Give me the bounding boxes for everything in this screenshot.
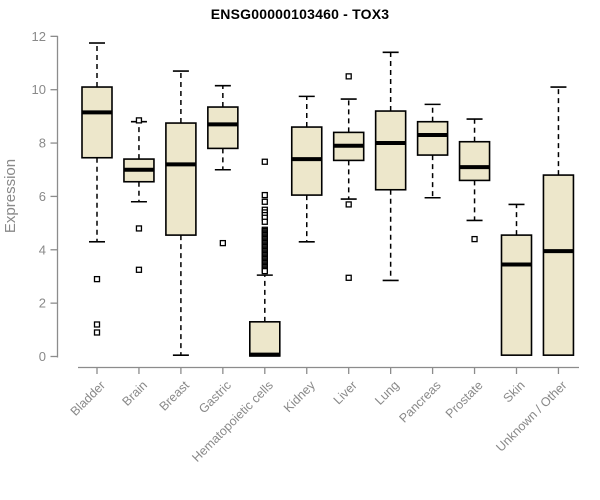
box-prostate [458,140,491,182]
outlier-point [135,266,143,273]
x-tick-label: Pancreas [396,378,443,425]
x-tick-label: Prostate [443,378,486,421]
outlier-point [93,275,101,283]
box-gastric [207,106,239,150]
outlier-point [345,201,352,208]
x-tick-label: Bladder [68,378,108,418]
outlier-point [261,191,268,199]
y-tick-label: 2 [39,296,46,311]
outlier-point [261,218,268,225]
x-tick-label: Lung [372,378,402,408]
outlier-point [93,329,101,336]
outlier-point [93,321,101,328]
y-tick-label: 0 [39,349,46,364]
box-lung [374,110,407,191]
outlier-point [345,274,352,281]
x-tick-label: Gastric [196,378,234,416]
y-tick-label: 6 [39,189,46,204]
x-tick-label: Liver [331,378,360,407]
x-tick-label: Breast [157,378,193,414]
box-kidney [290,126,323,196]
outlier-point [219,239,227,247]
outlier-point [135,117,143,124]
outlier-point [135,225,143,232]
box-breast [165,122,197,236]
y-tick-label: 4 [39,242,46,257]
outlier-point [261,158,268,165]
box-hematopoietic-cells [249,321,281,357]
outlier-point [345,73,352,80]
outlier-point [261,198,268,205]
x-tick-label: Kidney [281,378,318,415]
y-tick-label: 12 [32,29,46,44]
x-tick-label: Brain [120,378,151,409]
outlier-point [261,267,268,275]
x-tick-label: Hematopoietic cells [189,378,276,465]
x-tick-label: Skin [501,378,528,405]
box-bladder [81,86,113,159]
box-pancreas [416,120,449,156]
y-axis-title: Expression [2,159,19,233]
box-skin [500,234,533,356]
chart-title: ENSG00000103460 - TOX3 [210,6,390,22]
box-unknown-other [542,174,575,356]
y-tick-label: 8 [39,136,46,151]
x-tick-label: Unknown / Other [493,378,569,454]
outlier-point [471,235,478,243]
y-tick-label: 10 [32,82,46,97]
